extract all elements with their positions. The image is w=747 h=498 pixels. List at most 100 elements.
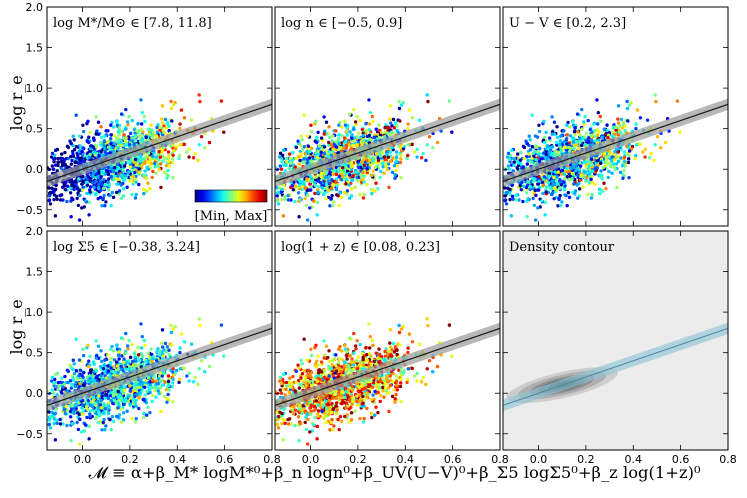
data-point [122,164,127,168]
data-point [374,181,378,185]
data-point [308,206,312,210]
data-point [627,153,631,157]
data-point [362,174,366,179]
data-point [189,118,194,122]
data-point [133,133,137,138]
data-point [70,197,74,202]
data-point [134,163,138,167]
data-point [536,182,540,186]
data-point [542,178,546,182]
data-point [590,192,594,197]
data-point [154,155,159,159]
data-point [52,157,56,162]
data-point [60,376,64,380]
data-point [518,183,522,188]
data-point [102,178,106,182]
data-point [388,117,392,121]
data-point [510,194,515,199]
data-point [169,99,173,104]
data-point [337,137,341,141]
data-point [178,346,182,350]
data-point [72,148,77,152]
data-point [160,159,165,164]
data-point [80,182,84,186]
data-point [49,379,54,383]
data-point [160,345,165,349]
data-point [81,123,85,127]
data-point [331,203,335,208]
data-point [532,154,536,158]
data-point [66,369,71,374]
data-point [294,156,298,161]
data-point [53,438,58,442]
data-point [65,199,69,204]
data-point [283,169,287,173]
data-point [571,123,576,127]
data-point [589,157,594,162]
data-point [653,93,657,97]
data-point [390,130,394,134]
data-point [52,187,56,192]
data-point [305,149,309,154]
data-point [334,140,338,144]
data-point [555,150,559,154]
data-point [577,187,582,191]
data-point [383,125,387,130]
data-point [52,153,57,158]
data-point [368,110,372,115]
data-point [435,140,440,145]
data-point [327,125,331,129]
data-point [335,184,339,188]
data-point [521,165,525,169]
data-point [367,98,371,102]
data-point [327,182,332,186]
data-point [377,123,381,127]
data-point [281,148,286,153]
data-point [560,200,564,204]
data-point [562,165,567,170]
data-point [173,100,177,105]
data-point [593,134,598,139]
data-point [139,128,144,132]
data-point [296,191,301,195]
data-point [293,199,297,204]
data-point [365,129,369,133]
data-point [547,171,552,176]
data-point [309,129,314,134]
data-point [56,156,61,161]
data-point [315,200,320,205]
data-point [158,386,163,390]
panel-label: log M*/M⊙ ∈ [7.8, 11.8] [53,16,212,31]
data-point [401,100,405,105]
data-point [571,120,575,124]
data-point [78,144,83,148]
data-point [643,155,647,159]
data-point [406,153,410,158]
data-point [339,145,343,150]
data-point [114,176,118,181]
data-point [178,153,182,158]
data-point [199,135,204,139]
data-point [355,114,359,119]
data-point [137,134,142,139]
data-point [616,159,621,164]
data-point [347,161,351,166]
data-point [109,169,113,174]
data-point [545,144,550,148]
data-point [344,146,348,150]
data-point [304,203,309,208]
data-point [313,191,317,196]
data-point [606,162,610,166]
data-point [110,190,115,195]
data-point [286,198,291,202]
data-point [293,165,297,169]
relation-line [47,103,272,182]
data-point [675,99,680,103]
data-point [145,413,149,417]
data-point [165,121,170,125]
data-point [607,169,611,174]
data-point [134,180,138,184]
data-point [606,175,610,180]
data-point [361,133,365,138]
data-point [106,364,110,368]
